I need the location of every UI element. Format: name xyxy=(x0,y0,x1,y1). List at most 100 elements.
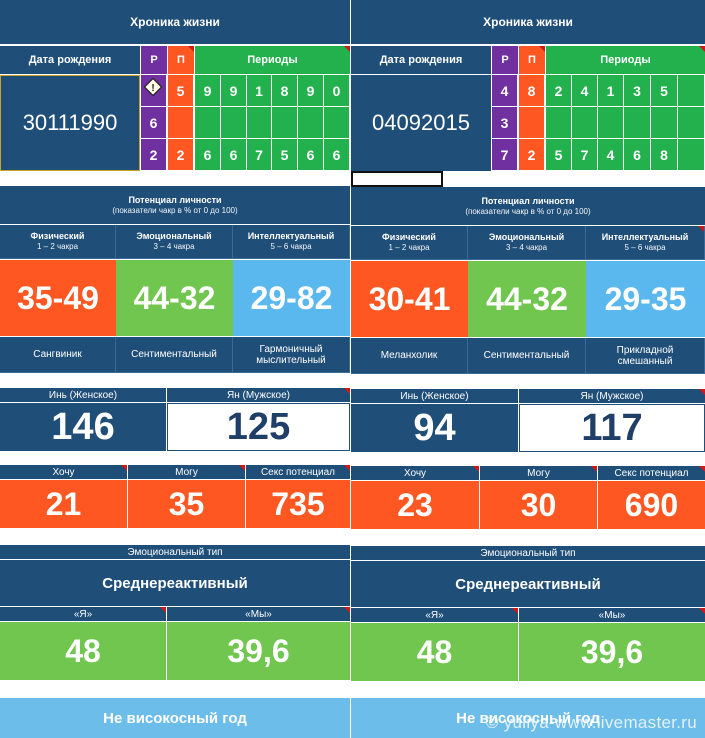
temperament-1: Сангвиник xyxy=(0,337,116,373)
intellect-label: Интеллектуальный xyxy=(247,231,335,242)
period-cell[interactable]: 7 xyxy=(572,139,598,171)
period-cell[interactable]: 6 xyxy=(298,139,324,171)
period-cell[interactable]: 1 xyxy=(598,75,624,107)
physical-sub: 1 – 2 чакра xyxy=(388,243,430,253)
period-cell[interactable] xyxy=(651,107,678,139)
period-cell[interactable]: 0 xyxy=(324,75,350,107)
birth-date-label: Дата рождения xyxy=(0,46,140,74)
potential-subtitle: (показатели чакр в % от 0 до 100) xyxy=(112,205,238,215)
yang-value[interactable]: 125 xyxy=(167,403,350,451)
emotional-value[interactable]: 44-32 xyxy=(468,261,586,337)
period-cell[interactable]: 4 xyxy=(598,139,624,171)
p-column-header: Р xyxy=(141,46,167,74)
period-cell[interactable] xyxy=(195,107,221,139)
p-cell[interactable]: 7 xyxy=(492,139,518,171)
want-value[interactable]: 21 xyxy=(0,480,127,528)
physical-value[interactable]: 35-49 xyxy=(0,260,116,336)
intellect-value[interactable]: 29-82 xyxy=(233,260,350,336)
temperament-3: Прикладной смешанный xyxy=(586,338,705,374)
panel-title: Хроника жизни xyxy=(351,0,705,44)
period-cell[interactable] xyxy=(221,107,247,139)
p2-cell[interactable]: 2 xyxy=(168,139,194,171)
yin-value[interactable]: 146 xyxy=(0,403,166,451)
yang-label: Ян (Мужское) xyxy=(519,389,705,403)
my-value[interactable]: 39,6 xyxy=(167,622,350,680)
birth-date-value[interactable]: 04092015 xyxy=(351,75,491,171)
my-label: «Мы» xyxy=(167,607,350,621)
period-cell[interactable]: 5 xyxy=(651,75,678,107)
p2-column-header: П xyxy=(168,46,194,74)
period-cell[interactable]: 9 xyxy=(195,75,221,107)
period-cell[interactable] xyxy=(624,107,651,139)
period-cell[interactable] xyxy=(298,107,324,139)
p-cell[interactable]: 2 xyxy=(141,139,167,171)
intellect-sub: 5 – 6 чакра xyxy=(270,242,312,252)
physical-header: Физический 1 – 2 чакра xyxy=(351,226,468,260)
panel-title: Хроника жизни xyxy=(0,0,350,44)
emotional-value[interactable]: 44-32 xyxy=(116,260,233,336)
can-value[interactable]: 30 xyxy=(480,481,597,529)
leap-year-status: Не високосный год xyxy=(351,698,705,738)
yang-value[interactable]: 117 xyxy=(519,404,705,452)
p2-cell[interactable] xyxy=(519,107,545,139)
period-cell[interactable]: 1 xyxy=(247,75,272,107)
period-cell[interactable] xyxy=(598,107,624,139)
period-cell[interactable]: 9 xyxy=(298,75,324,107)
sex-value[interactable]: 735 xyxy=(246,480,350,528)
p2-column-header: П xyxy=(519,46,545,74)
period-cell[interactable] xyxy=(272,107,298,139)
period-cell[interactable] xyxy=(678,139,705,171)
p-cell[interactable]: 3 xyxy=(492,107,518,139)
life-chronicle-panel-left: Хроника жизни Дата рождения Р П Периоды … xyxy=(0,0,350,738)
period-cell[interactable]: 4 xyxy=(572,75,598,107)
leap-year-status: Не високосный год xyxy=(0,698,350,738)
ya-value[interactable]: 48 xyxy=(351,623,518,681)
physical-value[interactable]: 30-41 xyxy=(351,261,468,337)
warning-icon[interactable]: ! xyxy=(143,77,163,97)
p2-cell[interactable] xyxy=(168,107,194,139)
period-cell[interactable]: 6 xyxy=(624,139,651,171)
my-value[interactable]: 39,6 xyxy=(519,623,705,681)
period-cell[interactable] xyxy=(247,107,272,139)
ya-label: «Я» xyxy=(0,607,166,621)
period-cell[interactable]: 9 xyxy=(221,75,247,107)
periods-header: Периоды xyxy=(546,46,705,74)
period-cell[interactable]: 5 xyxy=(272,139,298,171)
selected-cell[interactable] xyxy=(351,171,443,187)
intellect-value[interactable]: 29-35 xyxy=(586,261,705,337)
period-cell[interactable] xyxy=(678,75,705,107)
ya-value[interactable]: 48 xyxy=(0,622,166,680)
p2-cell[interactable]: 8 xyxy=(519,75,545,107)
period-cell[interactable] xyxy=(324,107,350,139)
want-value[interactable]: 23 xyxy=(351,481,479,529)
sex-value[interactable]: 690 xyxy=(598,481,705,529)
p-cell[interactable]: 6 xyxy=(141,107,167,139)
yin-label: Инь (Женское) xyxy=(0,388,166,402)
period-cell[interactable]: 6 xyxy=(221,139,247,171)
period-cell[interactable]: 6 xyxy=(195,139,221,171)
p2-cell[interactable]: 2 xyxy=(519,139,545,171)
intellect-header: Интеллектуальный 5 – 6 чакра xyxy=(586,226,705,260)
period-cell[interactable]: 8 xyxy=(651,139,678,171)
period-cell[interactable]: 6 xyxy=(324,139,350,171)
period-cell[interactable] xyxy=(572,107,598,139)
emo-type-value[interactable]: Среднереактивный xyxy=(0,560,350,606)
sex-label: Секс потенциал xyxy=(246,465,350,479)
period-cell[interactable]: 2 xyxy=(546,75,572,107)
potential-header: Потенциал личности (показатели чакр в % … xyxy=(0,186,350,224)
watermark: © yuliya-www.livemaster.ru xyxy=(485,713,697,732)
emotional-header: Эмоциональный 3 – 4 чакра xyxy=(468,226,586,260)
period-cell[interactable]: 8 xyxy=(272,75,298,107)
can-value[interactable]: 35 xyxy=(128,480,245,528)
period-cell[interactable] xyxy=(546,107,572,139)
birth-date-value[interactable]: 30111990 xyxy=(0,75,140,171)
p2-cell[interactable]: 5 xyxy=(168,75,194,107)
period-cell[interactable]: 7 xyxy=(247,139,272,171)
period-cell[interactable]: 5 xyxy=(546,139,572,171)
period-cell[interactable]: 3 xyxy=(624,75,651,107)
period-cell[interactable] xyxy=(678,107,705,139)
yin-value[interactable]: 94 xyxy=(351,404,518,452)
emo-type-value[interactable]: Среднереактивный xyxy=(351,561,705,607)
emotional-header: Эмоциональный 3 – 4 чакра xyxy=(116,225,233,259)
p-cell[interactable]: 4 xyxy=(492,75,518,107)
